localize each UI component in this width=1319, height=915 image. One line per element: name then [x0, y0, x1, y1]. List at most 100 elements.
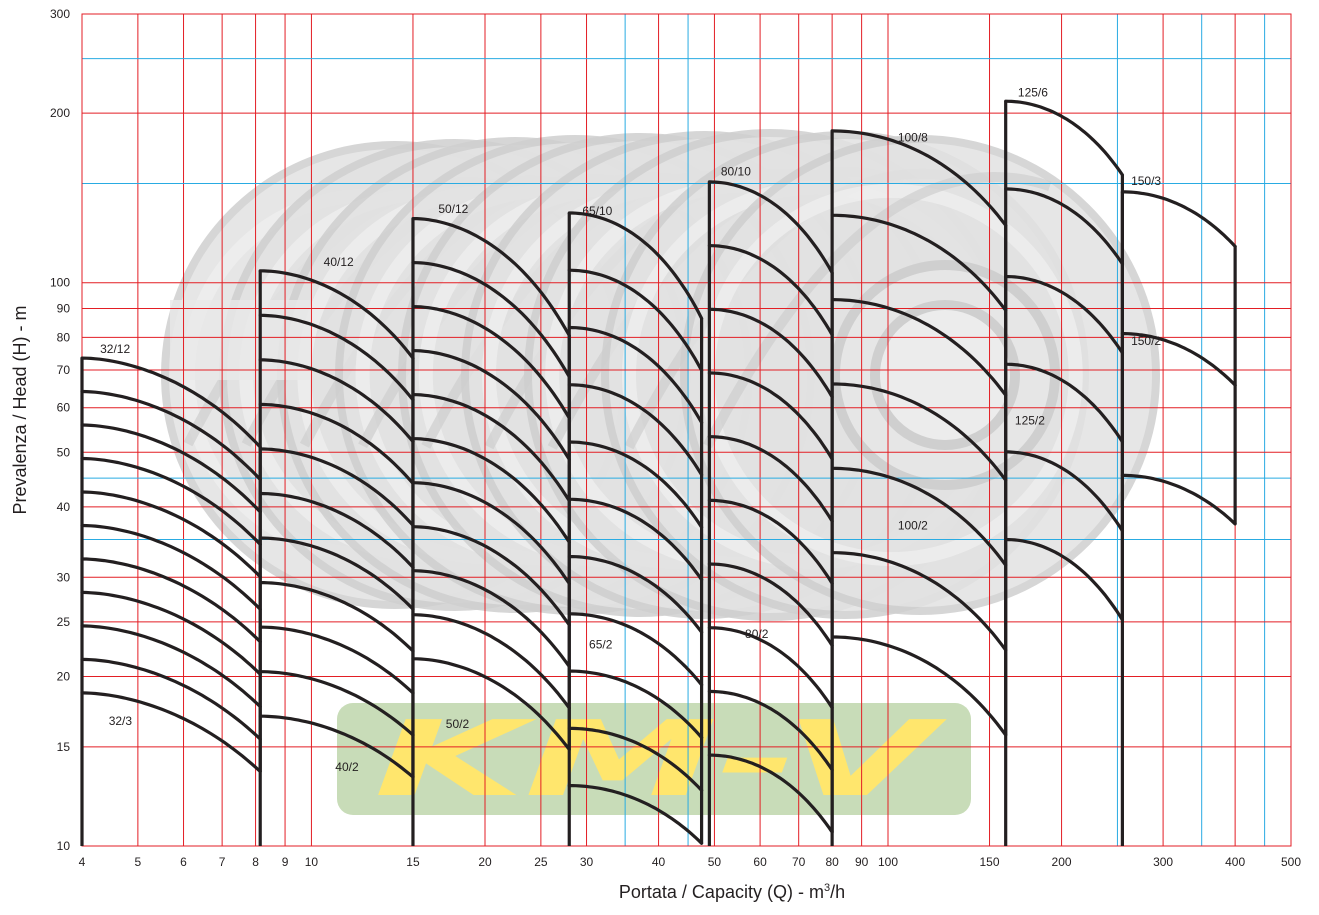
curve-label: 32/12	[100, 342, 130, 356]
curve-label: 65/2	[589, 638, 613, 652]
head-curve	[80, 490, 262, 579]
y-axis-title: Prevalenza / Head (H) - m	[10, 305, 30, 514]
head-curve	[411, 525, 571, 627]
head-curve	[567, 784, 704, 845]
x-axis-ticks: 4 5 6 7 8 9 10 15 20 25 30 40 50 60 70 80 90 100 150 200 300…	[79, 855, 1302, 869]
head-curve	[411, 437, 571, 544]
head-curve	[567, 726, 704, 792]
head-curve	[707, 435, 834, 523]
x-tick-label: 500	[1281, 855, 1301, 869]
head-curve	[567, 497, 704, 582]
curve-label: 125/2	[1015, 414, 1045, 428]
logo-text: KM-V	[374, 698, 948, 820]
head-curve	[258, 536, 415, 611]
x-tick-label: 80	[825, 855, 839, 869]
x-tick-label: 50	[708, 855, 722, 869]
head-curve	[1004, 99, 1124, 177]
head-curve	[830, 298, 1008, 397]
watermark-logo: KM-V	[337, 698, 971, 820]
head-curve	[1004, 362, 1124, 444]
curve-label: 150/3	[1131, 174, 1161, 188]
head-curve	[707, 626, 834, 710]
head-curve	[258, 714, 415, 779]
head-curve	[258, 670, 415, 737]
x-axis-title: Portata / Capacity (Q) - m3/h	[619, 882, 845, 902]
head-curve	[830, 213, 1008, 312]
head-curve	[80, 523, 262, 611]
head-curve	[80, 456, 262, 546]
head-curve	[80, 356, 262, 449]
x-tick-label: 15	[406, 855, 420, 869]
head-curve	[567, 612, 704, 687]
head-curve	[411, 569, 571, 669]
curve-label: 80/10	[721, 165, 751, 179]
x-tick-label: 400	[1225, 855, 1245, 869]
head-curve	[258, 402, 415, 485]
y-tick-label: 40	[57, 500, 71, 514]
x-tick-label: 5	[135, 855, 142, 869]
head-curve	[567, 268, 704, 372]
head-curve	[567, 669, 704, 740]
curve-label: 150/2	[1131, 334, 1161, 348]
y-tick-label: 200	[50, 106, 70, 120]
head-curve	[80, 590, 262, 676]
head-curve	[411, 481, 571, 586]
x-tick-label: 100	[878, 855, 898, 869]
head-curve	[707, 180, 834, 275]
head-curve	[258, 358, 415, 444]
x-tick-label: 200	[1052, 855, 1072, 869]
x-tick-label: 8	[252, 855, 259, 869]
head-curve	[567, 211, 704, 320]
curve-label: 50/2	[446, 717, 470, 731]
head-curve	[1004, 275, 1124, 355]
logo-background	[337, 703, 971, 815]
x-tick-label: 300	[1153, 855, 1173, 869]
head-curve	[80, 691, 262, 774]
head-curve	[258, 581, 415, 653]
head-curve	[411, 305, 571, 420]
curve-labels: 32/12 32/3 40/12 40/2 50/12 50/2 65/10 65/2 80/1…	[100, 86, 1161, 774]
x-tick-label: 60	[753, 855, 767, 869]
pump-curves	[80, 99, 1237, 846]
x-tick-label: 7	[219, 855, 226, 869]
y-tick-label: 10	[57, 839, 71, 853]
head-curve	[567, 555, 704, 634]
curve-label: 50/12	[438, 202, 468, 216]
head-curve	[830, 382, 1008, 482]
curve-label: 40/2	[335, 760, 359, 774]
head-curve	[830, 635, 1008, 737]
y-tick-label: 100	[50, 276, 70, 290]
curve-label: 125/6	[1018, 86, 1048, 100]
head-curve	[258, 269, 415, 360]
y-tick-label: 15	[57, 740, 71, 754]
head-curve	[258, 491, 415, 569]
head-curve	[707, 307, 834, 399]
head-curve	[411, 217, 571, 338]
x-tick-label: 20	[478, 855, 492, 869]
curve-label: 80/2	[745, 627, 769, 641]
head-curve	[80, 389, 262, 482]
y-axis-ticks: 10 15 20 25 30 40 50 60 70 80 90 100 200 300	[50, 7, 70, 853]
x-tick-label: 90	[855, 855, 869, 869]
x-tick-label: 9	[282, 855, 289, 869]
head-curve	[1004, 537, 1124, 622]
head-curve	[258, 313, 415, 402]
head-curve	[80, 624, 262, 709]
head-curve	[830, 466, 1008, 567]
x-tick-label: 70	[792, 855, 806, 869]
y-tick-label: 300	[50, 7, 70, 21]
x-tick-label: 30	[580, 855, 594, 869]
head-curve	[258, 625, 415, 695]
head-curve	[707, 562, 834, 648]
head-curve	[80, 423, 262, 514]
head-curve	[567, 383, 704, 477]
head-curve	[707, 689, 834, 772]
curve-label: 40/12	[324, 255, 354, 269]
head-curve	[830, 129, 1008, 227]
y-tick-label: 90	[57, 302, 71, 316]
head-curve	[258, 447, 415, 527]
head-curve	[411, 349, 571, 461]
curve-band	[1120, 190, 1237, 846]
head-curve	[1004, 450, 1124, 533]
